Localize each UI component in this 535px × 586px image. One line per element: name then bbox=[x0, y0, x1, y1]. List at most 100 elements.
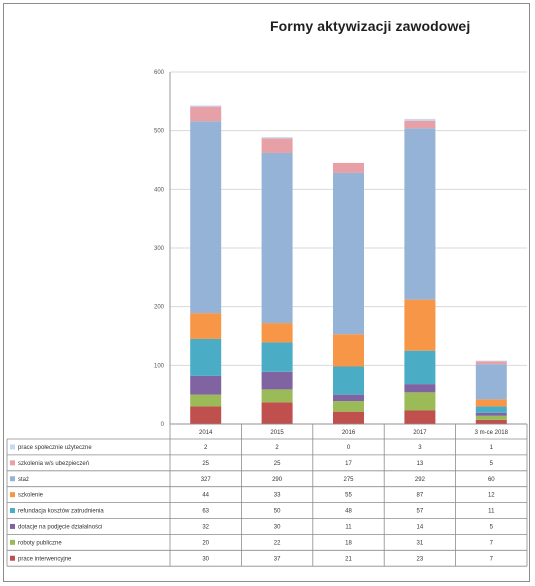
bar-segment bbox=[261, 138, 293, 153]
table-value: 60 bbox=[488, 477, 495, 483]
y-tick-label: 600 bbox=[154, 70, 165, 76]
bar-segment bbox=[475, 415, 507, 420]
table-value: 25 bbox=[202, 461, 209, 467]
table-value: 11 bbox=[488, 509, 495, 515]
table-value: 18 bbox=[345, 540, 352, 546]
series-label: dotacje na podjęcie działalności bbox=[18, 524, 102, 530]
y-tick-label: 400 bbox=[154, 187, 165, 193]
bar-segment bbox=[333, 401, 364, 412]
table-value: 1 bbox=[490, 445, 494, 451]
bar-segment bbox=[190, 394, 222, 407]
table-value: 37 bbox=[274, 556, 281, 562]
table-value: 7 bbox=[490, 540, 494, 546]
bar-segment bbox=[404, 118, 436, 121]
table-value: 290 bbox=[272, 477, 283, 483]
bar-segment bbox=[333, 172, 364, 335]
y-tick-label: 0 bbox=[161, 422, 165, 428]
table-value: 30 bbox=[202, 556, 209, 562]
bar-segment bbox=[190, 375, 222, 395]
table-value: 44 bbox=[202, 493, 209, 499]
table-value: 11 bbox=[345, 524, 352, 530]
bar-segment bbox=[475, 361, 507, 365]
table-value: 17 bbox=[345, 461, 352, 467]
series-label: szkolenie bbox=[18, 493, 44, 499]
legend-swatch bbox=[10, 444, 15, 450]
table-value: 3 bbox=[418, 445, 422, 451]
bar-segment bbox=[404, 128, 436, 300]
table-value: 25 bbox=[274, 461, 281, 467]
x-category-label: 2016 bbox=[342, 430, 356, 436]
x-category-label: 2014 bbox=[199, 430, 213, 436]
table-value: 14 bbox=[417, 524, 424, 530]
legend-swatch bbox=[10, 555, 15, 561]
legend-swatch bbox=[10, 460, 15, 466]
bar-segment bbox=[475, 419, 507, 424]
table-value: 0 bbox=[347, 445, 351, 451]
bar-segment bbox=[475, 360, 507, 362]
table-value: 21 bbox=[345, 556, 352, 562]
bar-segment bbox=[404, 392, 436, 411]
legend-swatch bbox=[10, 523, 15, 529]
series-label: staż bbox=[18, 477, 29, 483]
bar-segment bbox=[261, 371, 293, 390]
table-value: 20 bbox=[202, 540, 209, 546]
y-axis-ticks: 0 100 200 300 400 500 600 bbox=[154, 70, 165, 428]
table-value: 292 bbox=[415, 477, 426, 483]
table-value: 5 bbox=[490, 461, 494, 467]
table-value: 30 bbox=[274, 524, 281, 530]
bar-segment bbox=[261, 152, 293, 324]
bar-segment bbox=[261, 402, 293, 424]
bar-segment bbox=[475, 399, 507, 407]
table-value: 63 bbox=[202, 509, 209, 515]
bar-segment bbox=[333, 366, 364, 395]
bar-segment bbox=[190, 406, 222, 424]
table-value: 2 bbox=[275, 445, 279, 451]
series-label: prace społecznie użyteczne bbox=[18, 445, 92, 451]
table-value: 22 bbox=[274, 540, 281, 546]
table-value: 13 bbox=[417, 461, 424, 467]
table-value: 55 bbox=[345, 493, 352, 499]
chart-title: Formy aktywizacji zawodowej bbox=[270, 18, 471, 34]
bar-segment bbox=[190, 338, 222, 376]
bar-segment bbox=[261, 342, 293, 372]
table-value: 23 bbox=[417, 556, 424, 562]
table-value: 2 bbox=[204, 445, 208, 451]
legend-swatch bbox=[10, 508, 15, 514]
table-value: 5 bbox=[490, 524, 494, 530]
table-value: 32 bbox=[202, 524, 209, 530]
table-value: 12 bbox=[488, 493, 495, 499]
bar-segment bbox=[261, 323, 293, 343]
table-value: 48 bbox=[345, 509, 352, 515]
bar-segment bbox=[333, 394, 364, 402]
x-category-label: 2015 bbox=[270, 430, 284, 436]
bar-segment bbox=[475, 406, 507, 413]
bar-segment bbox=[190, 313, 222, 339]
bar-segment bbox=[404, 410, 436, 424]
y-tick-label: 200 bbox=[154, 305, 165, 311]
bars bbox=[190, 105, 507, 424]
legend-swatch bbox=[10, 539, 15, 545]
bar-segment bbox=[333, 411, 364, 424]
table-value: 50 bbox=[274, 509, 281, 515]
y-tick-label: 100 bbox=[154, 363, 165, 369]
bar-segment bbox=[333, 334, 364, 367]
table-value: 57 bbox=[417, 509, 424, 515]
legend-swatch bbox=[10, 476, 15, 482]
bar-segment bbox=[404, 299, 436, 351]
bar-segment bbox=[475, 412, 507, 416]
bar-segment bbox=[404, 120, 436, 129]
table-value: 31 bbox=[417, 540, 424, 546]
series-label: roboty publiczne bbox=[18, 540, 62, 546]
table-value: 327 bbox=[201, 477, 212, 483]
y-tick-label: 500 bbox=[154, 129, 165, 135]
bar-segment bbox=[404, 384, 436, 393]
y-tick-label: 300 bbox=[154, 246, 165, 252]
table-value: 275 bbox=[343, 477, 354, 483]
bar-segment bbox=[475, 364, 507, 400]
bar-segment bbox=[261, 137, 293, 139]
legend-swatch bbox=[10, 492, 15, 498]
bar-segment bbox=[333, 162, 364, 173]
x-category-label: 2017 bbox=[413, 430, 427, 436]
bar-segment bbox=[404, 350, 436, 385]
